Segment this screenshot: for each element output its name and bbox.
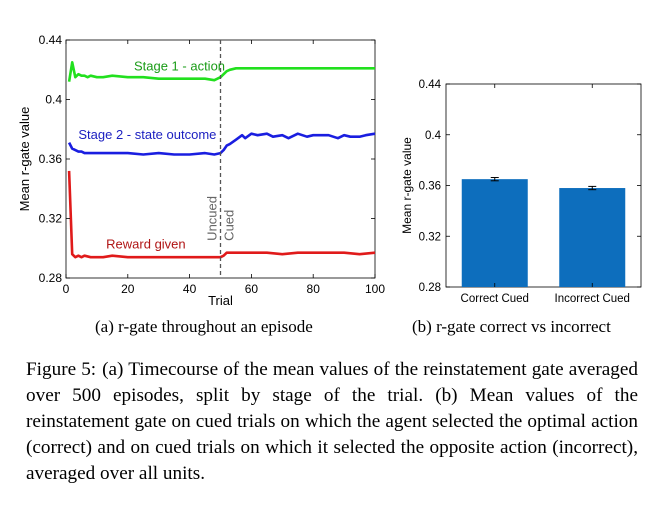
x-tick-label: 0: [63, 282, 70, 296]
series-line-1: [67, 132, 376, 156]
bar-0: [461, 179, 528, 287]
category-label: Incorrect Cued: [555, 293, 630, 305]
panel-a-x-axis-label: Trial: [208, 293, 233, 308]
x-tick-label: 80: [307, 282, 321, 296]
y-tick-label: 0.28: [39, 271, 63, 285]
panel-a-y-axis-label: Mean r-gate value: [17, 107, 32, 212]
subfigure-a-caption: (a) r-gate throughout an episode: [95, 317, 313, 336]
figure-caption: Figure 5: (a) Timecourse of the mean valu…: [26, 357, 638, 487]
series-label-stage-1: Stage 1 - action: [134, 58, 225, 73]
series-label-stage-2: Stage 2 - state outcome: [78, 127, 216, 142]
series-line-0: [67, 60, 375, 82]
y-tick-label: 0.28: [419, 282, 441, 294]
x-tick-label: 100: [365, 282, 385, 296]
y-tick-label: 0.36: [39, 152, 63, 166]
subfigure-b-caption: (b) r-gate correct vs incorrect: [412, 317, 611, 336]
series-label-reward: Reward given: [106, 236, 186, 251]
panel-b-bar-chart: Correct Cued Incorrect Cued 0.28 0.32 0.36 0.…: [400, 79, 642, 305]
figure-label: Figure 5:: [26, 359, 97, 380]
x-tick-label: 60: [245, 282, 259, 296]
category-label: Correct Cued: [461, 293, 529, 305]
divider-label-cued: Cued: [222, 210, 237, 241]
y-tick-label: 0.44: [39, 33, 63, 47]
series-line-2: [67, 170, 376, 259]
panel-a-line-chart: Uncued Cued Stage 1 - action Stage 2 - s…: [17, 33, 385, 308]
y-tick-label: 0.32: [419, 231, 441, 243]
y-tick-label: 0.32: [39, 212, 63, 226]
figure-caption-text: (a) Timecourse of the mean values of the…: [26, 359, 639, 484]
panel-b-y-axis-label: Mean r-gate value: [400, 137, 414, 234]
divider-label-uncued: Uncued: [205, 196, 220, 241]
y-tick-label: 0.4: [45, 93, 62, 107]
y-tick-label: 0.36: [419, 181, 441, 193]
x-tick-label: 20: [121, 282, 135, 296]
figure-panels: Uncued Cued Stage 1 - action Stage 2 - s…: [17, 33, 642, 308]
y-tick-label: 0.44: [419, 79, 442, 91]
y-tick-label: 0.4: [425, 130, 442, 142]
bar-1: [559, 188, 626, 287]
x-tick-label: 40: [183, 282, 197, 296]
